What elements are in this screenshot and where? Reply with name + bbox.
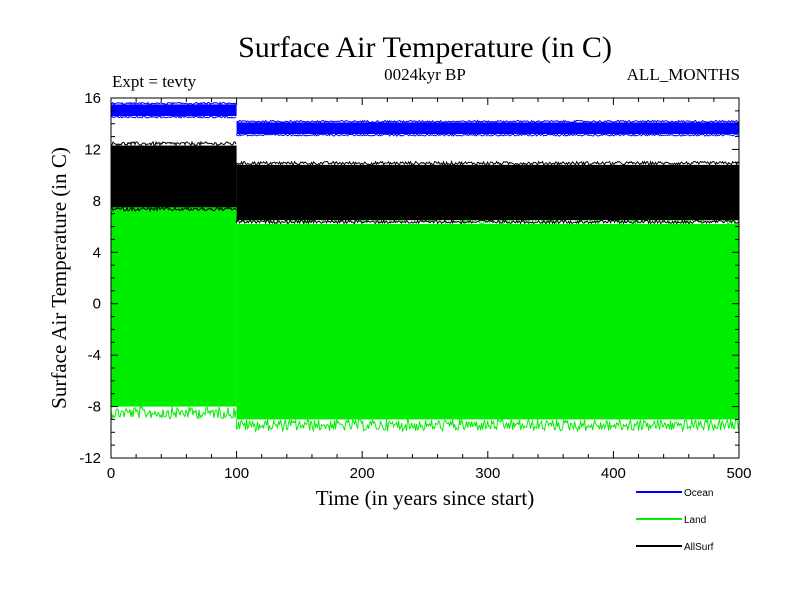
series-allsurf <box>110 140 740 225</box>
series-band-allsurf-1 <box>236 164 739 221</box>
y-tick-label: -4 <box>88 347 101 364</box>
series-top-edge-allsurf-1 <box>236 159 739 167</box>
x-tick-label: 400 <box>601 465 626 482</box>
x-axis-label: Time (in years since start) <box>316 486 535 510</box>
series-top-edge-allsurf-0 <box>110 140 237 147</box>
series-band-ocean-0 <box>111 104 237 116</box>
x-tick-label: 300 <box>475 465 500 482</box>
x-tick-label: 500 <box>726 465 751 482</box>
series-bottom-edge-land-1 <box>236 417 740 433</box>
series-bottom-edge-ocean-1 <box>236 133 739 137</box>
series-band-land-0 <box>111 203 237 407</box>
x-tick-label: 0 <box>107 465 115 482</box>
y-tick-label: 0 <box>93 296 101 313</box>
y-tick-label: 8 <box>93 193 101 210</box>
legend-label-land: Land <box>684 515 706 526</box>
series-bottom-edge-ocean-0 <box>110 115 237 119</box>
x-tick-label: 200 <box>350 465 375 482</box>
series-land <box>110 191 740 433</box>
chart-subtitle-center: 0024kyr BP <box>384 65 466 84</box>
series-band-allsurf-0 <box>111 145 237 208</box>
legend-label-ocean: Ocean <box>684 488 713 499</box>
chart-title: Surface Air Temperature (in C) <box>238 31 612 64</box>
series-top-edge-ocean-1 <box>236 119 739 124</box>
y-tick-label: -12 <box>79 450 101 467</box>
series-top-edge-ocean-0 <box>110 101 237 106</box>
y-axis-label: Surface Air Temperature (in C) <box>47 147 71 409</box>
series-bottom-edge-allsurf-0 <box>110 205 237 213</box>
series-ocean <box>110 101 739 137</box>
chart-subtitle-left: Expt = tevty <box>112 72 197 91</box>
series-band-land-1 <box>236 224 739 420</box>
series-band-ocean-1 <box>236 122 739 134</box>
legend: Ocean Land AllSurf <box>636 488 714 553</box>
y-tick-label: 12 <box>84 141 101 158</box>
y-tick-label: 4 <box>93 244 101 261</box>
plot-area <box>110 101 740 433</box>
series-bottom-edge-land-0 <box>110 405 237 420</box>
axes: 0 100 200 300 400 500 -12 -8 -4 0 4 8 12 16 <box>79 90 751 482</box>
y-tick-label: -8 <box>88 399 101 416</box>
chart-subtitle-right: ALL_MONTHS <box>627 65 740 84</box>
series-bottom-edge-allsurf-1 <box>236 218 740 225</box>
legend-label-allsurf: AllSurf <box>684 542 714 553</box>
y-tick-label: 16 <box>84 90 101 107</box>
x-tick-label: 100 <box>224 465 249 482</box>
